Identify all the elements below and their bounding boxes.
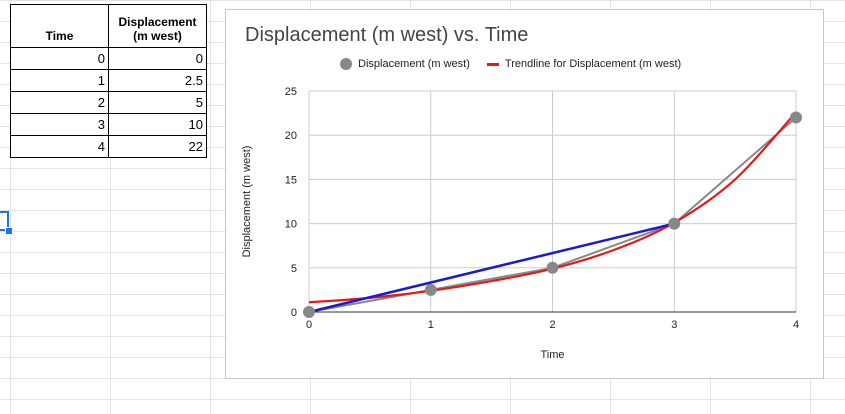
data-point	[668, 217, 681, 230]
displacement-cell[interactable]: 5	[108, 91, 207, 114]
table-row: 1 2.5	[10, 69, 207, 92]
legend-line-icon	[486, 62, 499, 66]
header-time[interactable]: Time	[10, 4, 109, 48]
chart-legend: Displacement (m west) Trendline for Disp…	[340, 58, 695, 74]
header-disp-line2: (m west)	[133, 29, 182, 43]
time-cell[interactable]: 2	[10, 91, 109, 114]
plot-area: 0 5 10 15 20 25 0 1 2 3 4 Time Displacement (m west)	[241, 86, 802, 361]
y-tick-label: 10	[285, 219, 297, 231]
y-tick-label: 0	[291, 307, 297, 319]
displacement-cell[interactable]: 10	[108, 113, 207, 136]
legend-item-trendline[interactable]: Trendline for Displacement (m west)	[486, 58, 682, 71]
x-tick-label: 0	[306, 319, 312, 331]
table-row: 2 5	[10, 91, 207, 114]
y-axis-title: Displacement (m west)	[241, 146, 253, 258]
data-point	[303, 306, 315, 318]
legend-item-displacement[interactable]: Displacement (m west)	[340, 58, 470, 71]
chart[interactable]: Displacement (m west) vs. Time Displacem…	[225, 9, 824, 379]
blue-line	[308, 222, 675, 314]
table-row: 4 22	[10, 135, 207, 158]
y-tick-label: 15	[285, 174, 297, 186]
displacement-cell[interactable]: 22	[108, 135, 207, 158]
time-cell[interactable]: 4	[10, 135, 109, 158]
data-point	[790, 111, 802, 124]
x-tick-label: 4	[793, 319, 799, 331]
legend-dot-icon	[340, 58, 352, 71]
time-cell[interactable]: 1	[10, 69, 109, 92]
data-point	[424, 283, 437, 296]
header-time-label: Time	[45, 29, 74, 43]
data-point	[546, 261, 559, 274]
data-table: Time Displacement (m west) 0 0 1 2.5 2 5…	[10, 4, 207, 158]
legend-label: Trendline for Displacement (m west)	[504, 58, 682, 71]
header-disp-line1: Displacement	[118, 15, 197, 29]
trendline-curve	[308, 111, 797, 304]
x-tick-label: 3	[671, 319, 677, 331]
displacement-cell[interactable]: 2.5	[108, 69, 207, 92]
table-row: 3 10	[10, 113, 207, 136]
y-tick-label: 5	[291, 263, 297, 275]
legend-label: Displacement (m west)	[358, 58, 470, 71]
y-tick-label: 20	[285, 130, 297, 142]
time-cell[interactable]: 0	[10, 47, 109, 70]
header-displacement[interactable]: Displacement (m west)	[108, 4, 207, 48]
displacement-cell[interactable]: 0	[108, 47, 207, 70]
x-tick-label: 2	[549, 319, 555, 331]
chart-title: Displacement (m west) vs. Time	[245, 24, 529, 46]
x-axis-title: Time	[540, 349, 564, 361]
selected-cell[interactable]	[0, 211, 9, 231]
fill-handle[interactable]	[5, 227, 13, 235]
table-row: 0 0	[10, 47, 207, 70]
x-tick-label: 1	[428, 319, 434, 331]
time-cell[interactable]: 3	[10, 113, 109, 136]
y-tick-label: 25	[285, 86, 297, 98]
